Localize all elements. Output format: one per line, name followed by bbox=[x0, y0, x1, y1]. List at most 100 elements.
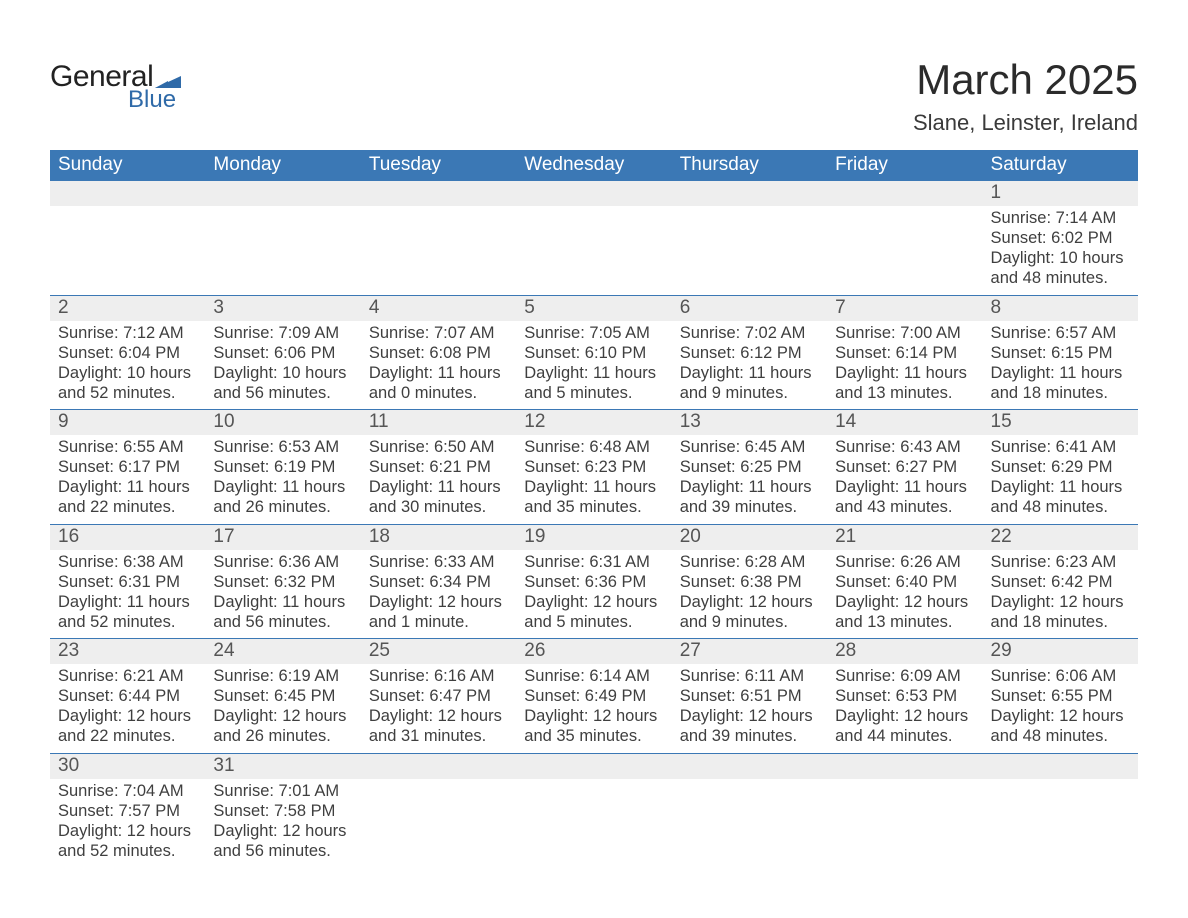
day-number-cell bbox=[827, 753, 982, 779]
day-number-cell: 1 bbox=[983, 181, 1138, 206]
daynum-row: 23242526272829 bbox=[50, 639, 1138, 665]
sunrise-line: Sunrise: 6:31 AM bbox=[524, 552, 663, 572]
day-number-cell: 30 bbox=[50, 753, 205, 779]
day-number-cell: 8 bbox=[983, 295, 1138, 321]
sunset-line: Sunset: 6:15 PM bbox=[991, 343, 1130, 363]
day-data-cell: Sunrise: 7:00 AMSunset: 6:14 PMDaylight:… bbox=[827, 321, 982, 410]
sunrise-line: Sunrise: 6:09 AM bbox=[835, 666, 974, 686]
daylight-line: Daylight: 12 hours and 44 minutes. bbox=[835, 706, 974, 746]
day-data-cell: Sunrise: 7:14 AMSunset: 6:02 PMDaylight:… bbox=[983, 206, 1138, 295]
daylight-line: Daylight: 11 hours and 52 minutes. bbox=[58, 592, 197, 632]
day-number-cell bbox=[50, 181, 205, 206]
day-number-cell: 4 bbox=[361, 295, 516, 321]
day-number-cell bbox=[983, 753, 1138, 779]
day-number-cell bbox=[672, 753, 827, 779]
sunrise-line: Sunrise: 6:14 AM bbox=[524, 666, 663, 686]
sunset-line: Sunset: 6:32 PM bbox=[213, 572, 352, 592]
day-data-cell: Sunrise: 6:55 AMSunset: 6:17 PMDaylight:… bbox=[50, 435, 205, 524]
day-data-cell: Sunrise: 6:53 AMSunset: 6:19 PMDaylight:… bbox=[205, 435, 360, 524]
day-number-cell bbox=[827, 181, 982, 206]
sunrise-line: Sunrise: 6:53 AM bbox=[213, 437, 352, 457]
day-number-cell: 16 bbox=[50, 524, 205, 550]
day-data-cell: Sunrise: 7:12 AMSunset: 6:04 PMDaylight:… bbox=[50, 321, 205, 410]
day-number-cell: 24 bbox=[205, 639, 360, 665]
day-number-cell bbox=[361, 753, 516, 779]
data-row: Sunrise: 6:55 AMSunset: 6:17 PMDaylight:… bbox=[50, 435, 1138, 524]
day-data-cell: Sunrise: 7:01 AMSunset: 7:58 PMDaylight:… bbox=[205, 779, 360, 868]
day-data-cell bbox=[516, 779, 671, 868]
daylight-line: Daylight: 11 hours and 30 minutes. bbox=[369, 477, 508, 517]
sunset-line: Sunset: 6:17 PM bbox=[58, 457, 197, 477]
daylight-line: Daylight: 11 hours and 13 minutes. bbox=[835, 363, 974, 403]
day-number-cell bbox=[361, 181, 516, 206]
sunset-line: Sunset: 6:51 PM bbox=[680, 686, 819, 706]
day-data-cell: Sunrise: 6:57 AMSunset: 6:15 PMDaylight:… bbox=[983, 321, 1138, 410]
day-number-cell: 17 bbox=[205, 524, 360, 550]
day-data-cell: Sunrise: 6:50 AMSunset: 6:21 PMDaylight:… bbox=[361, 435, 516, 524]
daylight-line: Daylight: 12 hours and 22 minutes. bbox=[58, 706, 197, 746]
col-sunday: Sunday bbox=[50, 150, 205, 181]
sunset-line: Sunset: 6:45 PM bbox=[213, 686, 352, 706]
data-row: Sunrise: 7:12 AMSunset: 6:04 PMDaylight:… bbox=[50, 321, 1138, 410]
sunset-line: Sunset: 6:08 PM bbox=[369, 343, 508, 363]
day-data-cell bbox=[205, 206, 360, 295]
sunrise-line: Sunrise: 6:45 AM bbox=[680, 437, 819, 457]
day-number-cell: 19 bbox=[516, 524, 671, 550]
day-data-cell: Sunrise: 6:31 AMSunset: 6:36 PMDaylight:… bbox=[516, 550, 671, 639]
day-data-cell: Sunrise: 7:02 AMSunset: 6:12 PMDaylight:… bbox=[672, 321, 827, 410]
daylight-line: Daylight: 12 hours and 52 minutes. bbox=[58, 821, 197, 861]
sunset-line: Sunset: 6:27 PM bbox=[835, 457, 974, 477]
sunset-line: Sunset: 6:06 PM bbox=[213, 343, 352, 363]
daynum-row: 1 bbox=[50, 181, 1138, 206]
day-number-cell: 3 bbox=[205, 295, 360, 321]
sunset-line: Sunset: 7:57 PM bbox=[58, 801, 197, 821]
daylight-line: Daylight: 11 hours and 43 minutes. bbox=[835, 477, 974, 517]
day-number-cell: 21 bbox=[827, 524, 982, 550]
day-data-cell bbox=[50, 206, 205, 295]
sunset-line: Sunset: 6:34 PM bbox=[369, 572, 508, 592]
daylight-line: Daylight: 11 hours and 56 minutes. bbox=[213, 592, 352, 632]
daylight-line: Daylight: 12 hours and 1 minute. bbox=[369, 592, 508, 632]
day-data-cell: Sunrise: 6:48 AMSunset: 6:23 PMDaylight:… bbox=[516, 435, 671, 524]
day-number-cell: 23 bbox=[50, 639, 205, 665]
sunrise-line: Sunrise: 6:11 AM bbox=[680, 666, 819, 686]
sunset-line: Sunset: 6:55 PM bbox=[991, 686, 1130, 706]
daylight-line: Daylight: 12 hours and 31 minutes. bbox=[369, 706, 508, 746]
data-row: Sunrise: 6:38 AMSunset: 6:31 PMDaylight:… bbox=[50, 550, 1138, 639]
day-data-cell: Sunrise: 6:45 AMSunset: 6:25 PMDaylight:… bbox=[672, 435, 827, 524]
daylight-line: Daylight: 12 hours and 9 minutes. bbox=[680, 592, 819, 632]
sunset-line: Sunset: 6:40 PM bbox=[835, 572, 974, 592]
sunset-line: Sunset: 7:58 PM bbox=[213, 801, 352, 821]
calendar-body: 1Sunrise: 7:14 AMSunset: 6:02 PMDaylight… bbox=[50, 181, 1138, 867]
sunrise-line: Sunrise: 6:36 AM bbox=[213, 552, 352, 572]
sunrise-line: Sunrise: 6:33 AM bbox=[369, 552, 508, 572]
daylight-line: Daylight: 11 hours and 0 minutes. bbox=[369, 363, 508, 403]
day-data-cell: Sunrise: 6:38 AMSunset: 6:31 PMDaylight:… bbox=[50, 550, 205, 639]
day-data-cell bbox=[516, 206, 671, 295]
sunset-line: Sunset: 6:47 PM bbox=[369, 686, 508, 706]
day-number-cell bbox=[205, 181, 360, 206]
day-data-cell bbox=[361, 206, 516, 295]
day-data-cell bbox=[672, 779, 827, 868]
day-number-cell: 26 bbox=[516, 639, 671, 665]
sunset-line: Sunset: 6:02 PM bbox=[991, 228, 1130, 248]
day-number-cell bbox=[516, 753, 671, 779]
daylight-line: Daylight: 12 hours and 13 minutes. bbox=[835, 592, 974, 632]
daylight-line: Daylight: 11 hours and 26 minutes. bbox=[213, 477, 352, 517]
sunrise-line: Sunrise: 7:05 AM bbox=[524, 323, 663, 343]
daylight-line: Daylight: 12 hours and 48 minutes. bbox=[991, 706, 1130, 746]
data-row: Sunrise: 6:21 AMSunset: 6:44 PMDaylight:… bbox=[50, 664, 1138, 753]
header: General Blue March 2025 Slane, Leinster,… bbox=[50, 56, 1138, 136]
day-number-cell: 5 bbox=[516, 295, 671, 321]
daylight-line: Daylight: 11 hours and 5 minutes. bbox=[524, 363, 663, 403]
day-data-cell: Sunrise: 6:23 AMSunset: 6:42 PMDaylight:… bbox=[983, 550, 1138, 639]
sunrise-line: Sunrise: 6:06 AM bbox=[991, 666, 1130, 686]
day-data-cell: Sunrise: 6:26 AMSunset: 6:40 PMDaylight:… bbox=[827, 550, 982, 639]
daylight-line: Daylight: 12 hours and 39 minutes. bbox=[680, 706, 819, 746]
day-data-cell: Sunrise: 6:09 AMSunset: 6:53 PMDaylight:… bbox=[827, 664, 982, 753]
col-tuesday: Tuesday bbox=[361, 150, 516, 181]
sunset-line: Sunset: 6:44 PM bbox=[58, 686, 197, 706]
sunset-line: Sunset: 6:42 PM bbox=[991, 572, 1130, 592]
daylight-line: Daylight: 11 hours and 9 minutes. bbox=[680, 363, 819, 403]
sunrise-line: Sunrise: 6:50 AM bbox=[369, 437, 508, 457]
